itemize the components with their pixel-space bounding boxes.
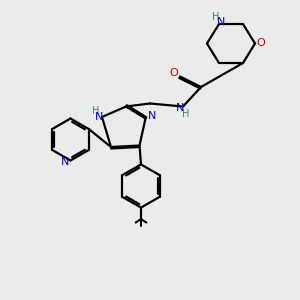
Text: N: N <box>148 111 156 121</box>
Text: N: N <box>217 16 226 27</box>
Text: N: N <box>95 112 103 122</box>
Text: H: H <box>92 106 99 116</box>
Text: N: N <box>61 157 69 167</box>
Text: H: H <box>212 12 220 22</box>
Text: O: O <box>169 68 178 79</box>
Text: O: O <box>256 38 266 49</box>
Text: N: N <box>176 103 184 113</box>
Text: H: H <box>182 109 189 119</box>
